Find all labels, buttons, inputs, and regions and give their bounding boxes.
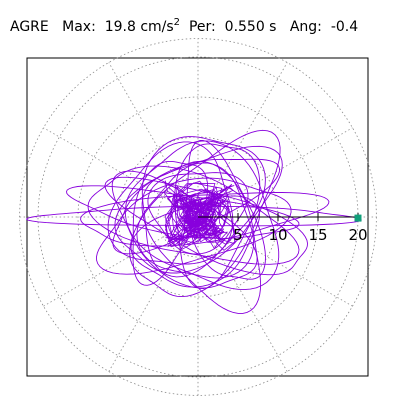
radial-tick-label-10: 10 — [268, 226, 287, 244]
max-label: Max: — [62, 19, 96, 35]
radial-tick-labels: 5 10 15 20 — [233, 226, 367, 244]
trajectory-loop-13 — [147, 172, 249, 255]
trajectory-loop-2 — [124, 140, 280, 291]
trajectory-loop-4 — [141, 136, 266, 278]
trajectory-loop-6 — [107, 141, 234, 265]
grid-spoke-120 — [108, 62, 288, 372]
trajectory-loop-3 — [96, 177, 292, 275]
grid-spoke-30 — [43, 127, 353, 307]
grid-spoke-60 — [108, 62, 288, 372]
trajectory-loop-8 — [141, 160, 262, 314]
max-value: 19.8 cm/s — [104, 19, 174, 35]
trajectory-loop-15 — [87, 165, 300, 265]
trajectory-core — [163, 180, 236, 251]
trajectory-loop-18 — [186, 140, 266, 280]
trajectory-loop-9 — [112, 158, 280, 255]
radial-tick-label-20: 20 — [348, 226, 367, 244]
ang-value: -0.4 — [330, 19, 359, 35]
ang-label: Ang: — [289, 19, 322, 35]
per-label: Per: — [188, 19, 216, 35]
trajectory-loop-16 — [26, 205, 362, 227]
radial-tick-label-5: 5 — [233, 226, 243, 244]
trajectory-loop-17 — [132, 160, 209, 286]
grid-spoke-150 — [43, 127, 353, 307]
max-marker — [354, 214, 362, 222]
trajectory-group — [26, 129, 362, 314]
per-value: 0.550 s — [224, 19, 277, 35]
radial-tick-label-15: 15 — [308, 226, 327, 244]
unit-power: 2 — [173, 17, 181, 28]
chart-title: AGRE Max: 19.8 cm/s2 Per: 0.550 s Ang: -… — [10, 18, 358, 36]
trajectory-loop-12 — [111, 170, 258, 289]
trajectory-loop-0 — [66, 185, 300, 239]
trajectory-loop-14 — [129, 129, 281, 298]
trajectory-loop-11 — [174, 143, 261, 289]
station-code: AGRE — [10, 19, 49, 35]
trajectory-loop-5 — [104, 176, 308, 276]
